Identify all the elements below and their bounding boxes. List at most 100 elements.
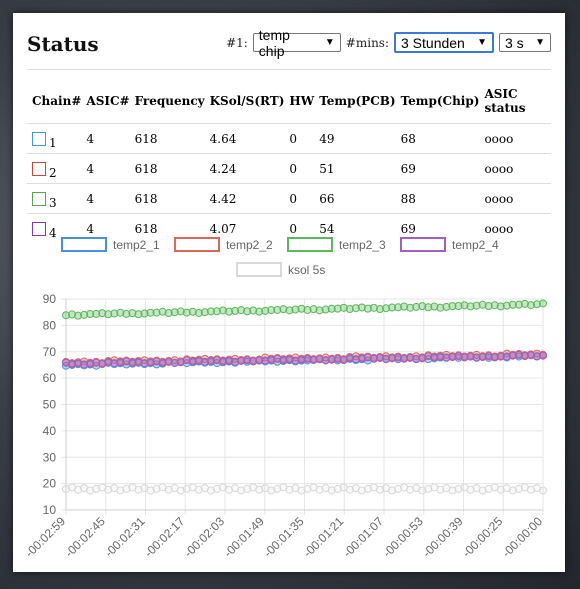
data-point bbox=[472, 301, 481, 310]
column-header: Chain# bbox=[32, 94, 82, 108]
data-point bbox=[508, 486, 517, 495]
table-cell: 4 bbox=[81, 183, 130, 214]
data-point bbox=[237, 486, 246, 495]
data-point bbox=[74, 485, 83, 494]
data-point bbox=[255, 356, 264, 365]
data-point bbox=[146, 308, 155, 317]
column-header: Temp(Chip) bbox=[400, 94, 480, 108]
table-row: 3 4 618 4.42 0 66 88 oooo bbox=[27, 183, 551, 214]
data-point bbox=[454, 352, 463, 361]
data-point bbox=[80, 360, 89, 369]
data-point bbox=[418, 302, 427, 311]
data-point bbox=[460, 301, 469, 310]
data-point bbox=[539, 299, 547, 308]
data-point bbox=[388, 303, 397, 312]
data-point bbox=[448, 302, 457, 311]
data-point bbox=[478, 300, 487, 309]
data-point bbox=[454, 301, 463, 310]
data-point bbox=[394, 303, 403, 312]
data-point bbox=[406, 303, 415, 312]
data-point bbox=[249, 306, 258, 315]
table-cell: 3 bbox=[27, 183, 82, 214]
data-point bbox=[86, 359, 95, 368]
table-cell: oooo bbox=[479, 183, 551, 214]
legend-swatch bbox=[400, 237, 446, 252]
x-tick-label: -00:02:45 bbox=[62, 514, 108, 560]
data-point bbox=[303, 305, 312, 314]
legend-label: temp2_1 bbox=[113, 238, 160, 252]
table-cell: oooo bbox=[479, 213, 551, 243]
data-point bbox=[128, 358, 137, 367]
data-point bbox=[321, 305, 330, 314]
x-tick-label: -00:02:31 bbox=[102, 514, 148, 560]
data-point bbox=[134, 310, 143, 319]
data-point bbox=[400, 302, 409, 311]
data-point bbox=[388, 486, 397, 495]
data-point bbox=[418, 486, 427, 495]
data-point bbox=[158, 307, 167, 316]
data-point bbox=[225, 356, 234, 365]
table-cell: 2 bbox=[27, 153, 82, 184]
chart-controls: #1: temp chip ▼ #mins: 3 Stunden ▼ 3 s ▼ bbox=[226, 27, 551, 59]
data-point bbox=[406, 353, 415, 362]
data-point bbox=[484, 352, 493, 361]
data-point bbox=[508, 300, 517, 309]
chart-select-label: #1: bbox=[226, 35, 248, 50]
data-point bbox=[218, 357, 227, 366]
data-point bbox=[315, 306, 324, 315]
data-point bbox=[110, 359, 119, 368]
y-tick-label: 60 bbox=[43, 371, 57, 385]
data-point bbox=[303, 484, 312, 493]
chain-number: 3 bbox=[49, 195, 57, 210]
data-point bbox=[152, 484, 161, 493]
table-cell: 618 bbox=[129, 153, 205, 184]
data-point bbox=[267, 355, 276, 364]
data-point bbox=[357, 486, 366, 495]
table-cell: 4 bbox=[81, 153, 130, 184]
data-point bbox=[363, 484, 372, 493]
chain-number: 4 bbox=[49, 225, 57, 240]
x-tick-label: -00:00:39 bbox=[420, 514, 466, 560]
data-point bbox=[206, 486, 215, 495]
data-point bbox=[333, 354, 342, 363]
data-point bbox=[194, 308, 203, 317]
data-point bbox=[351, 355, 360, 364]
table-cell: oooo bbox=[479, 153, 551, 184]
data-point bbox=[152, 308, 161, 317]
chart-type-value: temp chip bbox=[258, 26, 290, 59]
table-cell: 69 bbox=[395, 153, 480, 184]
column-header: ASIC status bbox=[484, 87, 526, 115]
data-point bbox=[291, 356, 300, 365]
chain-color-swatch bbox=[32, 131, 46, 146]
data-point bbox=[212, 484, 221, 493]
legend-label: temp2_4 bbox=[452, 238, 499, 252]
data-point bbox=[369, 354, 378, 363]
time-range-select[interactable]: 3 Stunden ▼ bbox=[394, 32, 494, 53]
data-point bbox=[116, 358, 125, 367]
chain-status-table: Chain# ASIC# Frequency KSol/S(RT) HW Tem… bbox=[27, 79, 551, 243]
data-point bbox=[514, 350, 523, 359]
data-point bbox=[357, 354, 366, 363]
data-point bbox=[375, 353, 384, 362]
data-point bbox=[466, 352, 475, 361]
data-point bbox=[345, 305, 354, 314]
y-tick-label: 10 bbox=[43, 503, 57, 517]
y-tick-label: 20 bbox=[43, 477, 57, 491]
series-temp2_3 bbox=[62, 299, 547, 320]
interval-select[interactable]: 3 s ▼ bbox=[499, 33, 551, 52]
data-point bbox=[333, 484, 342, 493]
data-point bbox=[363, 304, 372, 313]
data-point bbox=[122, 484, 131, 493]
table-cell: 1 bbox=[27, 123, 82, 154]
chain-number: 2 bbox=[49, 165, 57, 180]
data-point bbox=[146, 486, 155, 495]
data-point bbox=[261, 306, 270, 315]
data-point bbox=[436, 303, 445, 312]
data-point bbox=[345, 353, 354, 362]
data-point bbox=[442, 353, 451, 362]
data-point bbox=[140, 309, 149, 318]
chart-type-select[interactable]: temp chip ▼ bbox=[252, 27, 341, 59]
data-point bbox=[363, 353, 372, 362]
data-point bbox=[176, 486, 185, 495]
